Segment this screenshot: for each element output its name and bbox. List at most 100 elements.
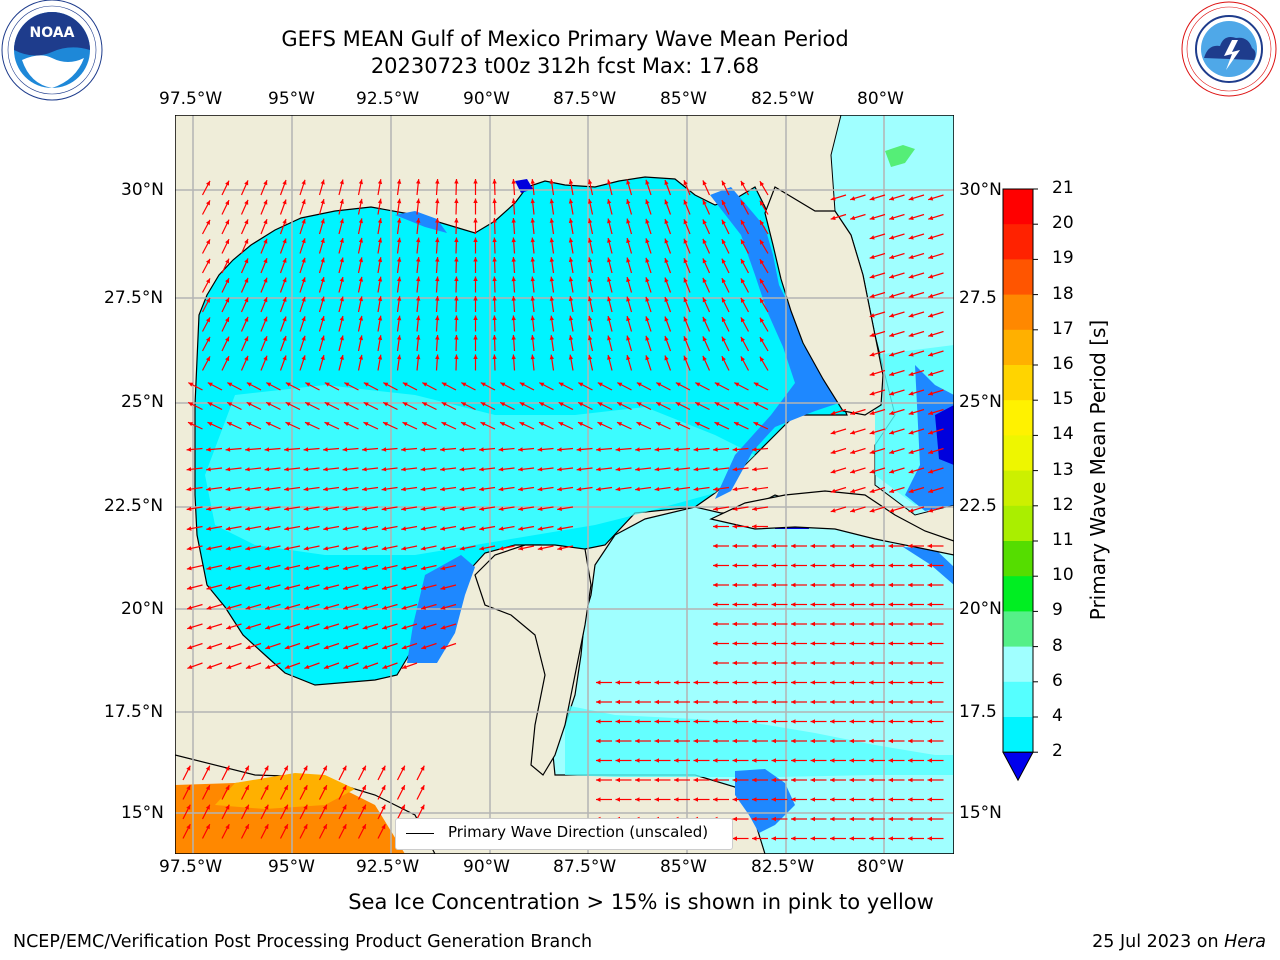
wave-arrowhead xyxy=(343,645,349,650)
wave-arrowhead xyxy=(889,371,895,376)
wave-arrowhead xyxy=(282,180,287,185)
wave-arrowhead xyxy=(664,238,669,244)
wave-arrowhead xyxy=(266,422,271,427)
map-panel[interactable] xyxy=(175,115,954,854)
wave-arrowhead xyxy=(362,625,368,630)
wave-arrowhead xyxy=(740,180,745,186)
wave-arrowhead xyxy=(928,215,934,220)
wave-arrowhead xyxy=(615,777,620,783)
wave-arrowhead xyxy=(344,402,350,407)
wave-arrowhead xyxy=(530,218,535,223)
wave-arrowhead xyxy=(244,765,249,771)
wave-arrowhead xyxy=(830,582,835,588)
wave-arrowhead xyxy=(721,278,726,284)
wave-arrowhead xyxy=(617,422,622,427)
wave-arrowhead xyxy=(732,660,737,666)
wave-arrowhead xyxy=(810,641,815,646)
colorbar-cell xyxy=(1003,505,1033,542)
wave-arrowhead xyxy=(244,355,249,361)
wave-arrowhead xyxy=(830,430,836,435)
wave-arrowhead xyxy=(615,447,621,452)
wave-arrowhead xyxy=(568,257,574,263)
wave-arrowhead xyxy=(674,738,679,744)
wave-arrowhead xyxy=(810,582,815,588)
wave-arrowhead xyxy=(791,777,796,783)
wave-arrowhead xyxy=(381,785,386,791)
wave-arrowhead xyxy=(908,582,913,588)
wave-arrowhead xyxy=(654,699,659,705)
wave-arrowhead xyxy=(339,179,344,185)
wave-arrowhead xyxy=(301,355,306,361)
wave-arrowhead xyxy=(588,198,593,204)
wave-arrowhead xyxy=(537,467,543,472)
wave-arrowhead xyxy=(596,777,601,783)
wave-arrowhead xyxy=(263,316,268,322)
wave-arrowhead xyxy=(721,239,726,245)
wave-arrowhead xyxy=(596,699,601,705)
wave-arrowhead xyxy=(511,354,516,360)
wave-arrowhead xyxy=(615,758,620,763)
wave-arrowhead xyxy=(683,238,688,244)
wave-arrowhead xyxy=(869,621,874,627)
lon-tick-bottom: 92.5°W xyxy=(356,857,420,877)
wave-arrowhead xyxy=(791,797,796,802)
wave-arrowhead xyxy=(888,680,893,685)
wave-arrowhead xyxy=(305,382,311,387)
wave-arrowhead xyxy=(635,447,640,452)
host-name: Hera xyxy=(1224,932,1266,952)
wave-arrowhead xyxy=(557,467,562,472)
wave-arrowhead xyxy=(850,488,856,493)
wave-arrowhead xyxy=(635,486,640,492)
wave-arrowhead xyxy=(702,316,707,322)
wave-arrowhead xyxy=(382,645,388,650)
wave-arrowhead xyxy=(753,382,759,387)
wave-arrowhead xyxy=(732,719,737,724)
wave-arrowhead xyxy=(734,422,739,427)
wave-arrowhead xyxy=(869,816,874,822)
wave-arrowhead xyxy=(549,276,554,282)
wave-arrowhead xyxy=(205,785,210,791)
wave-arrowhead xyxy=(284,605,290,610)
wave-arrowhead xyxy=(362,506,367,511)
wave-arrowhead xyxy=(927,816,932,822)
wave-arrowhead xyxy=(830,719,835,724)
wave-arrowhead xyxy=(206,506,211,511)
wave-arrowhead xyxy=(361,765,366,771)
wave-arrowhead xyxy=(869,313,875,318)
wave-arrowhead xyxy=(492,276,497,282)
wave-arrowhead xyxy=(596,680,601,685)
wave-arrowhead xyxy=(343,664,349,669)
wave-arrowhead xyxy=(714,382,720,387)
wave-arrowhead xyxy=(549,296,554,301)
wave-arrowhead xyxy=(615,680,620,685)
wave-arrowhead xyxy=(869,836,874,841)
wave-arrowhead xyxy=(206,180,210,186)
wave-arrowhead xyxy=(187,664,193,669)
wave-arrowhead xyxy=(568,179,574,185)
wave-arrowhead xyxy=(810,836,815,841)
wave-arrowhead xyxy=(635,680,640,685)
wave-arrowhead xyxy=(752,506,757,511)
wave-arrowhead xyxy=(492,335,497,340)
wave-arrowhead xyxy=(284,467,289,472)
wave-arrowhead xyxy=(530,335,535,340)
wave-arrowhead xyxy=(888,816,893,822)
wave-arrowhead xyxy=(607,238,612,243)
wave-arrowhead xyxy=(927,797,932,802)
wave-arrowhead xyxy=(284,506,289,511)
wave-arrowhead xyxy=(771,699,776,705)
wave-arrowhead xyxy=(537,447,543,452)
wave-arrowhead xyxy=(435,354,440,360)
wave-arrowhead xyxy=(511,237,516,243)
wave-arrowhead xyxy=(358,335,363,341)
wave-arrowhead xyxy=(323,526,329,531)
wave-arrowhead xyxy=(396,198,402,204)
wave-arrowhead xyxy=(732,797,737,802)
wave-arrowhead xyxy=(654,719,659,724)
colorbar-title: Primary Wave Mean Period [s] xyxy=(1086,319,1110,621)
wave-arrowhead xyxy=(206,546,212,551)
wave-arrowhead xyxy=(320,296,325,302)
wave-arrowhead xyxy=(244,219,249,225)
wave-arrowhead xyxy=(283,804,288,810)
wave-arrowhead xyxy=(645,238,650,244)
